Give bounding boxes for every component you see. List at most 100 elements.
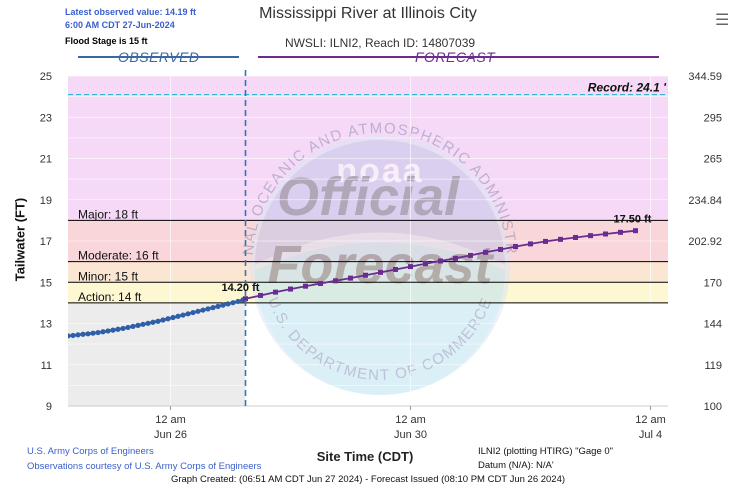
observed-point bbox=[190, 309, 196, 316]
forecast-point bbox=[408, 264, 413, 270]
left-tick-label: 25 bbox=[40, 71, 52, 83]
forecast-point bbox=[423, 261, 428, 267]
forecast-point bbox=[243, 296, 248, 302]
observed-point bbox=[68, 333, 71, 339]
observed-point bbox=[85, 331, 91, 337]
forecast-point bbox=[438, 258, 443, 264]
right-tick-label: 234.84 bbox=[688, 195, 722, 207]
forecast-point bbox=[618, 229, 623, 235]
forecast-point bbox=[513, 244, 518, 250]
observed-point bbox=[200, 307, 206, 313]
forecast-last-value-label: 17.50 ft bbox=[614, 214, 652, 226]
right-tick-label: 144 bbox=[704, 319, 722, 331]
graph-created-info: Graph Created: (06:51 AM CDT Jun 27 2024… bbox=[170, 474, 566, 485]
right-tick-label: 265 bbox=[704, 154, 722, 166]
observed-point bbox=[135, 322, 141, 328]
observed-point bbox=[70, 332, 76, 339]
observed-period-shading bbox=[68, 302, 246, 406]
chart-subtitle: NWSLI: ILNI2, Reach ID: 14807039 bbox=[284, 36, 476, 50]
left-tick-label: 13 bbox=[40, 319, 52, 331]
forecast-point bbox=[633, 228, 638, 234]
minor-stage-label: Minor: 15 ft bbox=[78, 269, 139, 283]
left-tick-label: 23 bbox=[40, 112, 52, 124]
right-tick-label: 119 bbox=[704, 360, 722, 372]
forecast-point bbox=[378, 269, 383, 275]
datum-info: Datum (N/A): N/A' bbox=[478, 460, 554, 471]
forecast-point bbox=[468, 252, 473, 258]
observed-point bbox=[225, 301, 231, 307]
observed-point bbox=[150, 319, 156, 325]
left-tick-label: 15 bbox=[40, 277, 52, 289]
watermark-official: Official bbox=[277, 167, 460, 227]
latest-observed-value: Latest observed value: 14.19 ft bbox=[65, 7, 197, 17]
x-tick-label-date: Jul 4 bbox=[639, 429, 662, 441]
right-tick-label: 295 bbox=[704, 112, 722, 124]
observed-last-value-label: 14.20 ft bbox=[222, 282, 260, 294]
observed-point bbox=[100, 329, 106, 335]
credit-observations[interactable]: Observations courtesy of U.S. Army Corps… bbox=[27, 461, 262, 472]
observed-point bbox=[160, 317, 166, 323]
forecast-point bbox=[588, 233, 593, 239]
observed-point bbox=[145, 320, 151, 326]
moderate-stage-label: Moderate: 16 ft bbox=[78, 249, 159, 263]
observed-point bbox=[185, 311, 191, 317]
noaa-logo-sky bbox=[255, 140, 505, 265]
observed-point bbox=[220, 302, 226, 308]
noaa-logo-wave bbox=[255, 242, 505, 395]
forecast-point bbox=[573, 234, 578, 240]
observed-point bbox=[105, 328, 111, 334]
observed-point bbox=[80, 331, 86, 337]
hamburger-menu-icon[interactable]: ☰ bbox=[715, 12, 730, 29]
action-stage-label: Action: 14 ft bbox=[78, 290, 142, 304]
forecast-point bbox=[603, 231, 608, 237]
right-tick-label: 344.59 bbox=[688, 71, 722, 83]
right-tick-label: 170 bbox=[704, 277, 722, 289]
forecast-point bbox=[288, 286, 293, 292]
right-tick-label: 100 bbox=[704, 401, 722, 413]
forecast-point bbox=[483, 249, 488, 255]
observed-label: OBSERVED bbox=[118, 49, 200, 65]
forecast-point bbox=[543, 238, 548, 244]
observed-point bbox=[115, 326, 121, 332]
left-tick-label: 19 bbox=[40, 195, 52, 207]
observed-point bbox=[180, 312, 186, 318]
observed-point bbox=[155, 318, 161, 324]
forecast-point bbox=[273, 289, 278, 295]
major-stage-label: Major: 18 ft bbox=[78, 207, 139, 221]
x-tick-label-date: Jun 26 bbox=[154, 429, 187, 441]
forecast-point bbox=[348, 275, 353, 281]
watermark-forecast: Forecast bbox=[267, 235, 494, 295]
right-tick-label: 202.92 bbox=[688, 236, 722, 248]
forecast-point bbox=[363, 272, 368, 278]
observed-point bbox=[205, 306, 211, 312]
x-axis-label: Site Time (CDT) bbox=[316, 449, 414, 464]
forecast-point bbox=[318, 280, 323, 286]
observed-point bbox=[130, 323, 136, 329]
observed-point bbox=[140, 321, 146, 327]
observed-point bbox=[235, 298, 241, 305]
forecast-label: FORECAST bbox=[415, 49, 496, 65]
forecast-point bbox=[393, 266, 398, 272]
observed-point bbox=[90, 330, 96, 336]
flood-stage-note: Flood Stage is 15 ft bbox=[65, 36, 148, 46]
forecast-point bbox=[258, 292, 263, 298]
observed-point bbox=[165, 316, 171, 322]
forecast-point bbox=[558, 236, 563, 242]
x-tick-label-time: 12 am bbox=[155, 414, 186, 426]
x-tick-label-time: 12 am bbox=[635, 414, 666, 426]
latest-observed-info: Latest observed value: 14.19 ft 6:00 AM … bbox=[65, 6, 196, 32]
point-labels: 14.20 ft 17.50 ft bbox=[222, 214, 652, 294]
y-axis-label: Tailwater (FT) bbox=[12, 197, 28, 282]
left-tick-label: 11 bbox=[41, 360, 52, 372]
forecast-point bbox=[498, 246, 503, 252]
credit-usace[interactable]: U.S. Army Corps of Engineers bbox=[27, 446, 154, 457]
x-tick-label-time: 12 am bbox=[395, 414, 426, 426]
left-tick-label: 17 bbox=[40, 236, 52, 248]
observed-point bbox=[170, 314, 176, 321]
observed-point bbox=[125, 324, 131, 331]
gage-info: ILNI2 (plotting HTIRG) "Gage 0" bbox=[478, 446, 614, 457]
forecast-point bbox=[528, 241, 533, 247]
left-tick-label: 21 bbox=[40, 154, 52, 166]
observed-point bbox=[120, 325, 126, 332]
forecast-point bbox=[333, 278, 338, 284]
